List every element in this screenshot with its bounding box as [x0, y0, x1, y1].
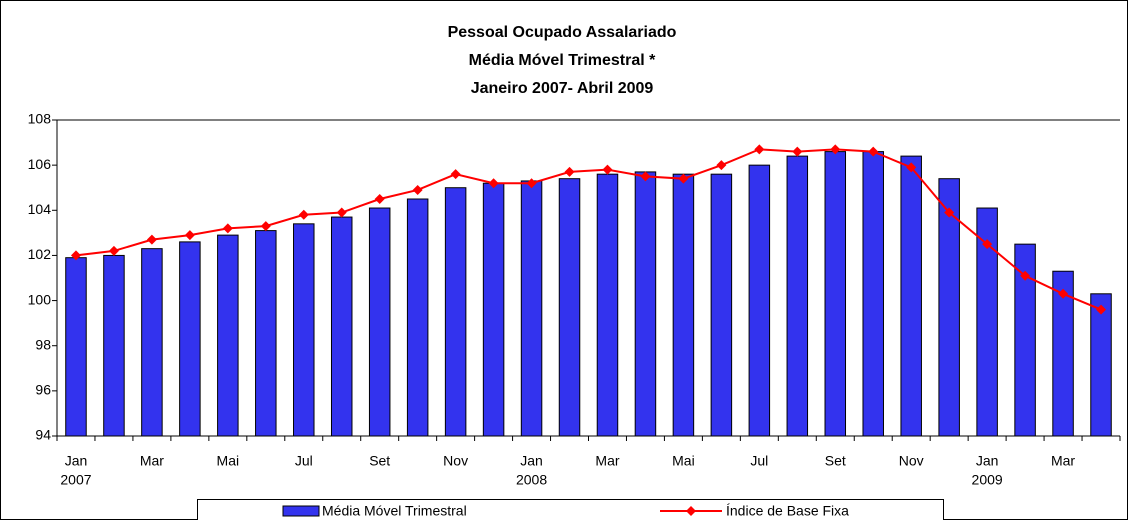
bar	[179, 241, 201, 437]
x-tick-label: Jan	[65, 453, 88, 469]
marker	[222, 223, 233, 234]
marker	[830, 144, 841, 155]
bar	[217, 234, 239, 437]
bar	[103, 254, 125, 437]
marker	[336, 207, 347, 218]
x-tick-label: Set	[369, 453, 390, 469]
y-tick-label: 98	[35, 336, 51, 352]
x-tick-label: Nov	[443, 453, 468, 469]
chart-title: Média Móvel Trimestral *	[469, 52, 657, 69]
bar	[976, 207, 998, 437]
x-tick-label: Jul	[295, 453, 313, 469]
marker	[602, 164, 613, 175]
x-tick-label: Mar	[595, 453, 619, 469]
bar	[900, 155, 922, 437]
bar	[368, 207, 391, 437]
legend-label: Índice de Base Fixa	[726, 503, 849, 519]
legend-label: Média Móvel Trimestral	[322, 503, 467, 519]
x-tick-label: 2007	[60, 472, 91, 488]
y-tick-label: 106	[28, 156, 52, 172]
bar	[786, 155, 809, 437]
bar	[938, 178, 960, 437]
marker	[298, 209, 309, 220]
bar	[596, 173, 619, 437]
bar	[1014, 243, 1036, 437]
y-tick-label: 108	[28, 111, 52, 127]
bar	[1052, 270, 1074, 437]
bar	[65, 257, 87, 437]
legend-swatch	[686, 506, 696, 516]
bar	[520, 180, 543, 437]
y-tick-label: 104	[28, 201, 52, 217]
line	[75, 148, 1102, 311]
marker	[450, 169, 461, 180]
legend-swatch	[282, 505, 320, 517]
bar	[634, 171, 657, 437]
marker	[488, 178, 499, 189]
bar	[1090, 293, 1112, 437]
x-tick-label: 2008	[516, 472, 547, 488]
bar	[406, 198, 429, 437]
bar	[293, 223, 315, 437]
bar	[255, 230, 277, 437]
marker	[906, 162, 917, 173]
marker	[108, 245, 119, 256]
bar	[862, 151, 884, 437]
chart-title: Janeiro 2007- Abril 2009	[471, 80, 654, 97]
marker	[1096, 304, 1107, 315]
x-tick-label: Mar	[140, 453, 164, 469]
x-tick-label: Jan	[976, 453, 999, 469]
marker	[982, 239, 993, 250]
bar	[558, 178, 581, 437]
marker	[184, 230, 195, 241]
marker	[70, 250, 81, 261]
y-tick-label: 94	[35, 427, 51, 443]
bar	[444, 187, 467, 437]
x-tick-label: Set	[825, 453, 846, 469]
marker	[374, 194, 385, 204]
bar	[824, 151, 847, 437]
marker	[754, 144, 765, 155]
x-tick-label: Nov	[899, 453, 924, 469]
bar	[141, 248, 163, 437]
chart-title: Pessoal Ocupado Assalariado	[448, 24, 677, 41]
marker	[260, 221, 271, 232]
x-tick-label: Mar	[1051, 453, 1075, 469]
bar	[330, 216, 353, 437]
marker	[868, 146, 879, 157]
marker	[1020, 270, 1031, 281]
x-tick-label: 2009	[972, 472, 1003, 488]
marker	[944, 207, 955, 218]
x-tick-label: Mai	[217, 453, 240, 469]
x-tick-label: Jan	[520, 453, 543, 469]
bar	[710, 173, 733, 437]
marker	[716, 160, 727, 171]
x-tick-label: Jul	[750, 453, 768, 469]
y-tick-label: 96	[35, 382, 51, 398]
y-tick-label: 100	[28, 291, 52, 307]
x-tick-label: Mai	[672, 453, 695, 469]
bar	[482, 182, 505, 437]
bar	[748, 164, 771, 437]
marker	[146, 234, 157, 245]
marker	[792, 146, 803, 157]
bar	[672, 173, 695, 437]
marker	[526, 178, 537, 189]
marker	[678, 173, 689, 184]
legend-box	[197, 499, 944, 520]
marker	[412, 184, 423, 195]
y-tick-label: 102	[28, 246, 52, 262]
marker	[640, 171, 651, 182]
marker	[1058, 288, 1069, 299]
marker	[564, 166, 575, 177]
